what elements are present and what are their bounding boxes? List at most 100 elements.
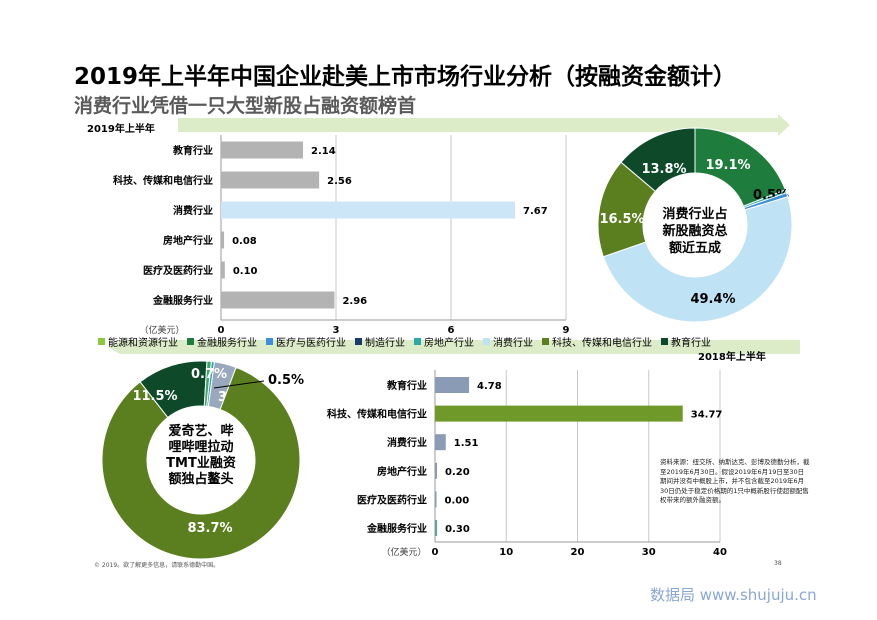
category-label: 教育行业 (172, 144, 213, 157)
data-label: 1.51 (454, 438, 479, 449)
x-tick-label: 6 (448, 325, 455, 336)
donut-slice (620, 127, 696, 193)
period-label-2018: 2018年上半年 (698, 352, 766, 363)
data-label: 2.56 (327, 176, 352, 187)
bar (221, 261, 225, 279)
legend-label: 房地产行业 (424, 337, 474, 349)
legend-swatch (187, 337, 194, 345)
legend-label: 教育行业 (671, 337, 711, 349)
legend-swatch (542, 337, 549, 345)
page-subtitle: 消费行业凭借一只大型新股占融资额榜首 (74, 95, 417, 117)
category-label: 科技、传媒和电信行业 (113, 174, 213, 187)
donut-2018-center-line: 爱奇艺、哔 (168, 424, 234, 439)
bar (221, 291, 335, 309)
legend-label: 科技、传媒和电信行业 (552, 337, 652, 349)
data-label: 0.30 (445, 524, 470, 535)
donut-2018-center-line: TMT业融资 (166, 456, 236, 471)
bar (435, 462, 437, 479)
donut-2018-center-line: 哩哔哩拉动 (168, 440, 234, 455)
unit-label: （亿美元） (139, 324, 184, 336)
data-label: 0.00 (445, 495, 470, 506)
legend: 能源和资源行业 金融服务行业 医疗与医药行业 制造行业 房地产行业 消费行业 科技、传媒和电… (98, 334, 711, 349)
banner-arrow-2019 (178, 114, 790, 136)
slice-label: 83.7% (187, 521, 232, 536)
x-tick-label: 30 (642, 547, 656, 558)
slice-label: 19.1% (705, 158, 750, 173)
page-number: 38 (774, 560, 782, 567)
category-label: 教育行业 (386, 379, 427, 392)
data-label: 2.96 (342, 296, 367, 307)
period-label-2019: 2019年上半年 (87, 124, 155, 135)
bar (221, 201, 516, 219)
donut-2018-center-line: 额独占鳌头 (168, 472, 234, 487)
slice-label: 0.5% (268, 373, 304, 388)
slice-label: 11.5% (132, 389, 177, 404)
legend-label: 金融服务行业 (197, 337, 257, 349)
footer-copyright: © 2019。欲了解更多信息，请联系德勤中国。 (94, 562, 220, 569)
data-label: 2.14 (311, 146, 336, 157)
category-label: 房地产行业 (163, 234, 213, 247)
unit-label: （亿美元） (381, 546, 426, 558)
legend-label: 医疗与医药行业 (276, 337, 346, 349)
source-note: 资料来源：纽交所、纳斯达克、彭博及德勤分析，截至2019年6月30日。假设201… (660, 458, 810, 504)
donut-2019-center-line: 消费行业占 (662, 207, 728, 222)
donut-2019-center-line: 新股融资总 (662, 224, 728, 239)
donut-slice (101, 366, 301, 560)
legend-label: 制造行业 (365, 337, 405, 349)
data-label: 4.78 (477, 381, 502, 392)
bar (435, 491, 437, 508)
category-label: 房地产行业 (377, 465, 427, 478)
watermark: 数据局 www.shujuju.cn (650, 586, 817, 604)
data-label: 34.77 (691, 410, 723, 421)
legend-swatch (483, 337, 490, 345)
legend-swatch (266, 337, 273, 345)
category-label: 医疗及医药行业 (357, 493, 427, 506)
bar (221, 171, 320, 189)
legend-swatch (661, 337, 668, 345)
leader-line (213, 380, 265, 389)
category-label: 消费行业 (173, 204, 213, 217)
legend-swatch (355, 337, 362, 345)
legend-label: 能源和资源行业 (108, 337, 178, 349)
slice-label: 0.7% (191, 367, 227, 382)
legend-item: 科技、传媒和电信行业 (542, 334, 652, 349)
legend-item: 房地产行业 (414, 334, 474, 349)
data-label: 7.67 (523, 206, 548, 217)
donut-2019-center-line: 额近五成 (668, 241, 721, 256)
slice-label: 13.8% (641, 162, 686, 177)
category-label: 金融服务行业 (152, 294, 213, 307)
data-label: 0.20 (445, 467, 470, 478)
legend-item: 消费行业 (483, 334, 533, 349)
data-label: 0.08 (232, 236, 257, 247)
bar (435, 434, 446, 451)
donut-2019-center-text: 消费行业占 新股融资总 额近五成 (645, 206, 745, 257)
bar (221, 231, 225, 249)
donut-2018-center-text: 爱奇艺、哔 哩哔哩拉动 TMT业融资 额独占鳌头 (146, 424, 256, 488)
x-tick-label: 3 (333, 325, 340, 336)
category-label: 医疗及医药行业 (143, 264, 213, 277)
x-tick-label: 10 (499, 547, 513, 558)
legend-swatch (414, 337, 421, 345)
page-title: 2019年上半年中国企业赴美上市市场行业分析（按融资金额计） (74, 64, 737, 90)
bar (221, 141, 304, 159)
legend-item: 教育行业 (661, 334, 711, 349)
x-tick-label: 20 (571, 547, 585, 558)
legend-label: 消费行业 (493, 337, 533, 349)
bar (435, 520, 438, 536)
slice-label: 49.4% (690, 292, 735, 307)
data-label: 0.10 (233, 266, 258, 277)
legend-item: 能源和资源行业 (98, 334, 178, 349)
bar (435, 405, 683, 422)
x-tick-label: 40 (713, 547, 727, 558)
x-tick-label: 9 (563, 325, 570, 336)
category-label: 科技、传媒和电信行业 (327, 408, 427, 421)
bar (435, 377, 470, 393)
x-tick-label: 0 (218, 325, 225, 336)
donut-slice (602, 196, 793, 323)
x-tick-label: 0 (432, 547, 439, 558)
slice-label: 16.5% (599, 212, 644, 227)
category-label: 金融服务行业 (366, 522, 427, 535)
legend-item: 制造行业 (355, 334, 405, 349)
